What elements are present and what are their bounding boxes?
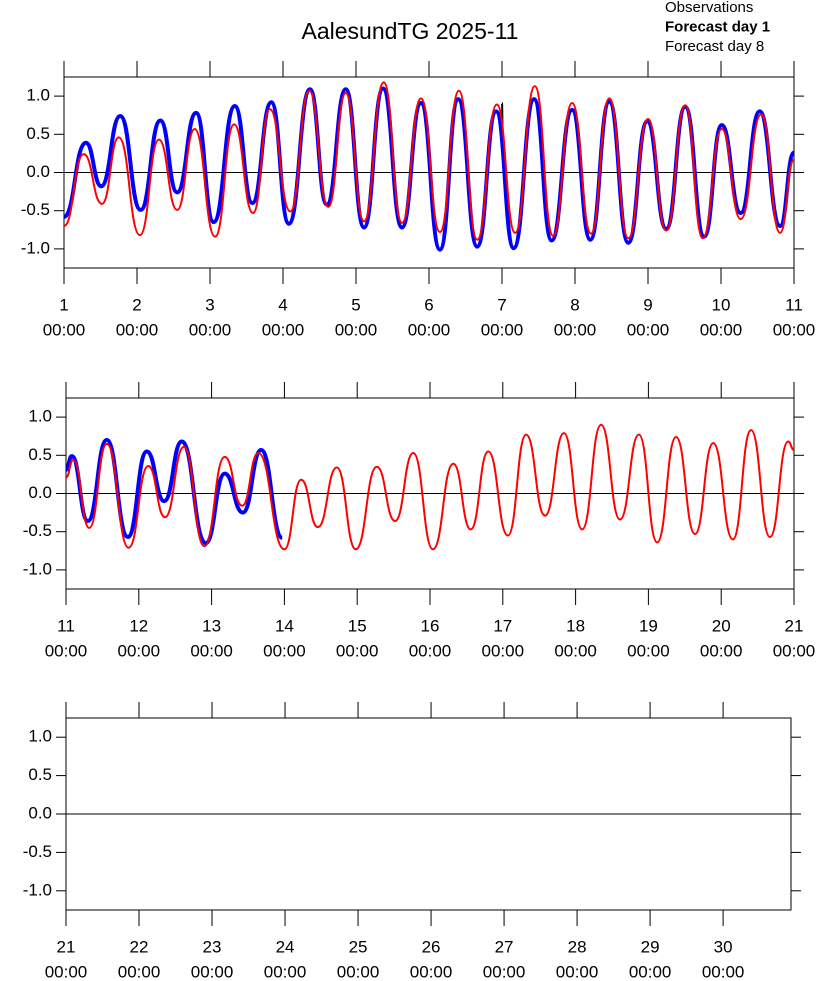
x-tick-label: 9	[643, 295, 652, 314]
x-tick-sublabel: 00:00	[45, 962, 88, 981]
x-tick-sublabel: 00:00	[702, 962, 745, 981]
x-tick-sublabel: 00:00	[337, 962, 380, 981]
legend-label: Forecast day 1	[665, 18, 770, 35]
x-tick-sublabel: 00:00	[556, 962, 599, 981]
x-tick-label: 7	[497, 295, 506, 314]
y-tick-label: 0.0	[28, 803, 52, 822]
x-tick-sublabel: 00:00	[700, 641, 743, 660]
legend-label: Forecast day 8	[665, 38, 764, 55]
y-tick-label: -1.0	[23, 880, 52, 899]
x-tick-sublabel: 00:00	[408, 320, 451, 339]
x-tick-sublabel: 00:00	[482, 641, 525, 660]
series-line	[66, 438, 285, 546]
x-tick-label: 11	[785, 295, 803, 314]
y-tick-label: 0.5	[26, 124, 50, 143]
x-tick-label: 30	[714, 937, 733, 956]
series-line	[64, 86, 794, 252]
x-tick-label: 18	[566, 616, 585, 635]
x-tick-label: 8	[570, 295, 579, 314]
x-tick-sublabel: 00:00	[118, 962, 161, 981]
x-tick-label: 10	[712, 295, 731, 314]
x-tick-sublabel: 00:00	[773, 641, 816, 660]
x-tick-sublabel: 00:00	[264, 962, 307, 981]
y-tick-label: -0.5	[23, 521, 52, 540]
x-tick-label: 22	[130, 937, 149, 956]
x-tick-sublabel: 00:00	[263, 641, 306, 660]
x-tick-label: 13	[202, 616, 221, 635]
y-tick-label: 1.0	[28, 727, 52, 746]
x-tick-sublabel: 00:00	[336, 641, 379, 660]
y-tick-label: 1.0	[28, 407, 52, 426]
y-tick-label: 0.0	[26, 162, 50, 181]
x-tick-sublabel: 00:00	[629, 962, 672, 981]
x-tick-label: 23	[203, 937, 222, 956]
y-tick-label: 0.5	[28, 765, 52, 784]
x-tick-label: 12	[129, 616, 148, 635]
x-tick-sublabel: 00:00	[409, 641, 452, 660]
x-tick-sublabel: 00:00	[481, 320, 524, 339]
x-tick-label: 11	[57, 616, 75, 635]
x-tick-sublabel: 00:00	[116, 320, 159, 339]
x-tick-sublabel: 00:00	[191, 962, 234, 981]
y-tick-label: 0.0	[28, 483, 52, 502]
x-tick-sublabel: 00:00	[554, 320, 597, 339]
x-tick-label: 16	[421, 616, 440, 635]
y-tick-label: 0.5	[28, 445, 52, 464]
x-tick-label: 3	[205, 295, 214, 314]
x-tick-label: 19	[639, 616, 658, 635]
chart-title: AalesundTG 2025-11	[302, 18, 519, 44]
legend-label: Observations	[665, 0, 753, 16]
x-tick-sublabel: 00:00	[554, 641, 597, 660]
x-tick-label: 25	[349, 937, 368, 956]
x-tick-sublabel: 00:00	[45, 641, 88, 660]
y-tick-label: -0.5	[23, 842, 52, 861]
x-tick-sublabel: 00:00	[700, 320, 743, 339]
x-tick-sublabel: 00:00	[190, 641, 233, 660]
x-tick-label: 26	[422, 937, 441, 956]
x-tick-sublabel: 00:00	[627, 320, 670, 339]
x-tick-label: 27	[495, 937, 514, 956]
x-tick-label: 20	[712, 616, 731, 635]
x-tick-label: 21	[785, 616, 804, 635]
y-tick-label: -0.5	[21, 200, 50, 219]
x-tick-sublabel: 00:00	[335, 320, 378, 339]
x-tick-label: 24	[276, 937, 295, 956]
x-tick-label: 5	[351, 295, 360, 314]
x-tick-sublabel: 00:00	[189, 320, 232, 339]
x-tick-label: 29	[641, 937, 660, 956]
x-tick-sublabel: 00:00	[773, 320, 816, 339]
x-tick-sublabel: 00:00	[483, 962, 526, 981]
series-line	[66, 423, 794, 551]
x-tick-sublabel: 00:00	[410, 962, 453, 981]
x-tick-sublabel: 00:00	[43, 320, 86, 339]
x-tick-sublabel: 00:00	[118, 641, 161, 660]
y-tick-label: -1.0	[23, 559, 52, 578]
x-tick-label: 15	[348, 616, 367, 635]
x-tick-sublabel: 00:00	[262, 320, 305, 339]
x-tick-label: 6	[424, 295, 433, 314]
y-tick-label: -1.0	[21, 238, 50, 257]
x-tick-label: 14	[275, 616, 294, 635]
x-tick-label: 28	[568, 937, 587, 956]
series-line	[64, 81, 794, 241]
x-tick-sublabel: 00:00	[627, 641, 670, 660]
x-tick-label: 2	[132, 295, 141, 314]
x-tick-label: 21	[57, 937, 76, 956]
x-tick-label: 1	[59, 295, 68, 314]
x-tick-label: 17	[493, 616, 512, 635]
y-tick-label: 1.0	[26, 86, 50, 105]
x-tick-label: 4	[278, 295, 287, 314]
